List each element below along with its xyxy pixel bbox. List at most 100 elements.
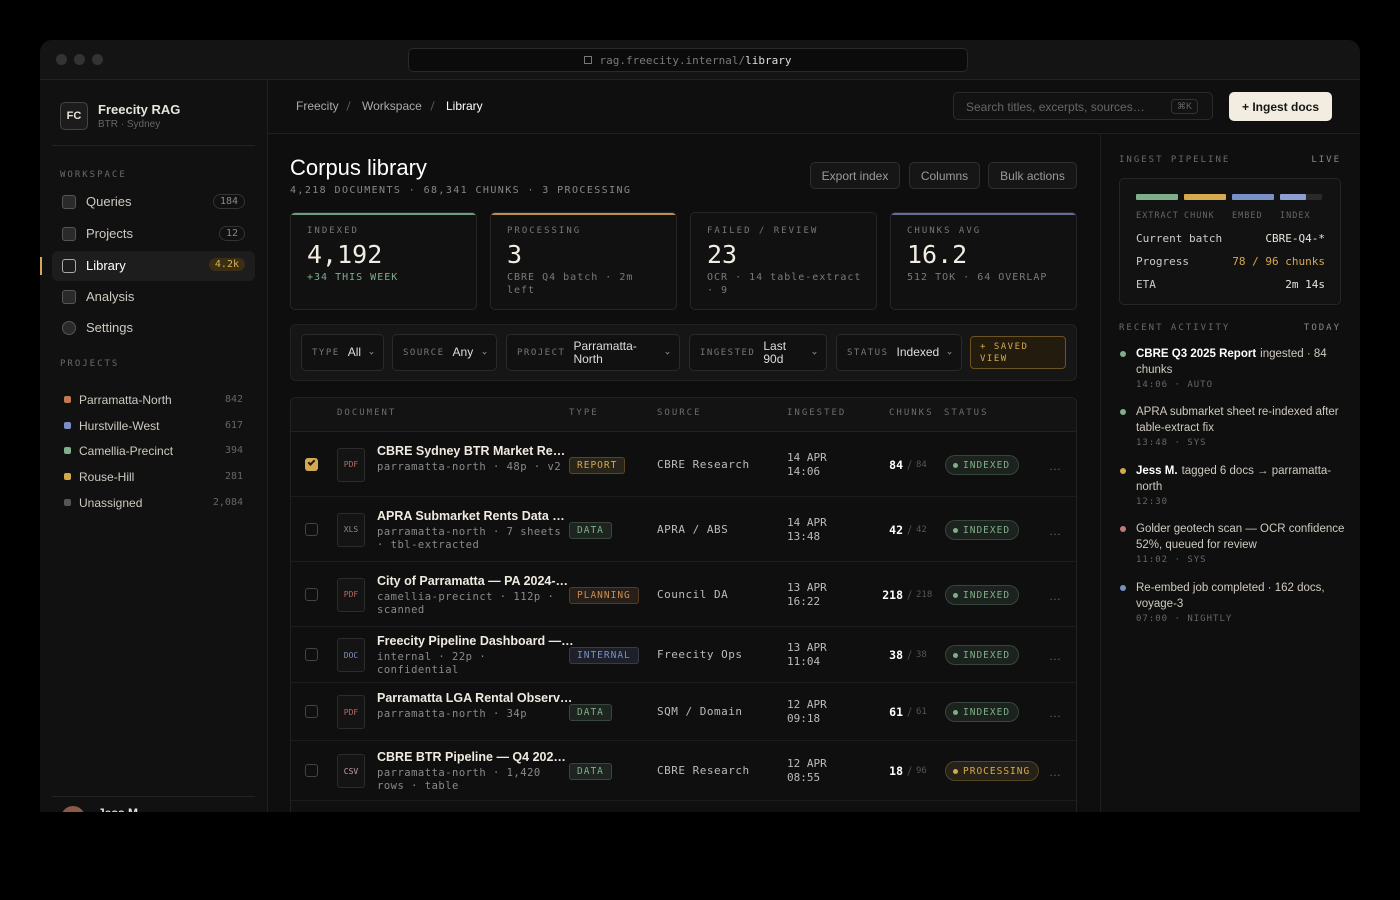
nav-count: 4.2k (208, 258, 245, 271)
stat-label: INDEXED (307, 226, 359, 236)
chevron (947, 350, 952, 355)
doc-meta: parramatta-north · 1,420 rows · table (377, 767, 541, 792)
nav-icon (62, 227, 76, 241)
nav-item[interactable]: Queries 184 (52, 187, 255, 217)
checkbox[interactable] (305, 457, 318, 471)
row-action[interactable]: … (1049, 706, 1061, 720)
nav-item[interactable]: Projects 12 (52, 219, 255, 249)
app-window: rag.freecity.internal/library FC Freecity … (40, 40, 1360, 812)
filter-chip[interactable]: INGESTED Last 90d (689, 334, 827, 371)
stat-label: PROCESSING (507, 226, 582, 236)
project-count: 394 (224, 445, 243, 456)
breadcrumb: Library (446, 99, 483, 113)
doc-meta: parramatta-north · 7 sheets · tbl-extrac… (377, 525, 562, 551)
stat-value: 4,192 (307, 240, 383, 269)
nav-item[interactable]: Library 4.2k (52, 251, 255, 281)
ingest-button[interactable]: + Ingest docs (1229, 92, 1332, 121)
checkbox[interactable] (305, 705, 318, 718)
stage-bar (1184, 194, 1226, 200)
doc-title[interactable]: Freecity Pipeline Dashboard —… (377, 634, 574, 648)
stage: rag.freecity.internal/library FC Freecity … (40, 40, 1360, 812)
app-name: Freecity RAG (98, 102, 181, 117)
activity-meta: 11:02 · SYS (1136, 555, 1207, 565)
live-badge: LIVE (1311, 155, 1341, 165)
stat-card: FAILED / REVIEW 23 OCR · 14 table-extract … (690, 212, 877, 310)
nav-count: 184 (212, 194, 245, 209)
filter-chip[interactable]: TYPE All (301, 334, 384, 371)
filter-chip[interactable]: PROJECT Parramatta-North (506, 334, 680, 371)
ingested-time: 16:22 (787, 594, 821, 608)
column-header: TYPE (569, 408, 599, 418)
checkbox[interactable] (305, 764, 318, 777)
breadcrumb[interactable]: Workspace (362, 99, 422, 113)
nav-item[interactable]: Analysis (52, 282, 255, 312)
chunks-total: 96 (916, 766, 927, 776)
saved-view[interactable]: + SAVED VIEW (970, 336, 1066, 369)
type-badge: DATA (569, 704, 612, 721)
doc-meta: camellia-precinct · 112p · scanned (377, 590, 555, 616)
checkbox[interactable] (305, 522, 318, 536)
header-button[interactable]: Bulk actions (988, 162, 1077, 189)
ingested-date: 14 APR (787, 450, 827, 464)
activity-text: CBRE Q3 2025 Report ingested · 84 chunks (1136, 346, 1348, 378)
project-name[interactable]: Camellia-Precinct (79, 444, 174, 458)
nav-item[interactable]: Settings (52, 313, 255, 343)
stat-card: INDEXED 4,192 +34 THIS WEEK (290, 212, 477, 310)
section-heading: PROJECTS (60, 359, 120, 369)
filter-chip[interactable]: STATUS Indexed (836, 334, 962, 371)
source: CBRE Research (657, 764, 750, 777)
doc-title[interactable]: CBRE BTR Pipeline — Q4 202… (377, 750, 566, 764)
activity-meta: 14:06 · AUTO (1136, 380, 1214, 390)
row (291, 627, 1076, 683)
chevron (812, 350, 817, 355)
status-badge: INDEXED (945, 702, 1020, 722)
row-action[interactable]: … (1049, 523, 1061, 538)
doc-title[interactable]: CBRE Sydney BTR Market Re… (377, 443, 566, 458)
page-title: Corpus library (290, 155, 427, 180)
source: Freecity Ops (657, 648, 743, 661)
activity-meta: 07:00 · NIGHTLY (1136, 614, 1233, 624)
doc-title[interactable]: APRA Submarket Rents Data … (377, 508, 565, 523)
source: SQM / Domain (657, 705, 743, 718)
row (291, 683, 1076, 741)
row-action[interactable]: … (1049, 765, 1061, 779)
project-name[interactable]: Parramatta-North (79, 393, 172, 407)
row-action[interactable]: … (1049, 458, 1061, 473)
project-name[interactable]: Unassigned (79, 496, 143, 510)
stage-bar (1232, 194, 1274, 200)
chunks: 61 (889, 705, 903, 719)
ingested-time: 13:48 (787, 529, 821, 543)
doc-title[interactable]: City of Parramatta — PA 2024-… (377, 573, 569, 588)
pipeline-label: ETA (1136, 278, 1156, 291)
project-name[interactable]: Hurstville-West (79, 419, 160, 433)
doc-title[interactable]: Parramatta LGA Rental Observ… (377, 691, 573, 705)
stat-value: 3 (507, 240, 523, 269)
activity-strong: Jess M. (1136, 465, 1178, 477)
row-action[interactable]: … (1049, 649, 1061, 663)
header-button[interactable]: Columns (909, 162, 980, 189)
chunks: 38 (889, 648, 903, 662)
divider (52, 145, 255, 146)
stat-accent (491, 213, 676, 215)
breadcrumb[interactable]: Freecity (296, 99, 339, 113)
filter-chip[interactable]: SOURCE Any (392, 334, 497, 371)
filter-label: STATUS (847, 347, 889, 358)
project-count: 842 (224, 394, 243, 405)
checkbox[interactable] (305, 648, 318, 661)
row-action[interactable]: … (1049, 588, 1061, 603)
pipeline-label: Current batch (1136, 232, 1223, 245)
type-badge: DATA (569, 521, 612, 539)
status-badge: INDEXED (945, 584, 1020, 605)
activity-meta: 13:48 · SYS (1136, 438, 1207, 448)
header-button[interactable]: Export index (810, 162, 900, 189)
search-box[interactable]: Search titles, excerpts, sources… ⌘K (953, 92, 1213, 120)
checkbox[interactable] (305, 587, 318, 601)
today-badge: TODAY (1303, 323, 1341, 333)
divider (52, 796, 255, 797)
section-heading: WORKSPACE (60, 170, 127, 180)
logo: FC (60, 102, 88, 130)
project-name[interactable]: Rouse-Hill (79, 470, 135, 484)
chunks: 84 (889, 457, 903, 472)
stage-label: INDEX (1280, 211, 1311, 221)
